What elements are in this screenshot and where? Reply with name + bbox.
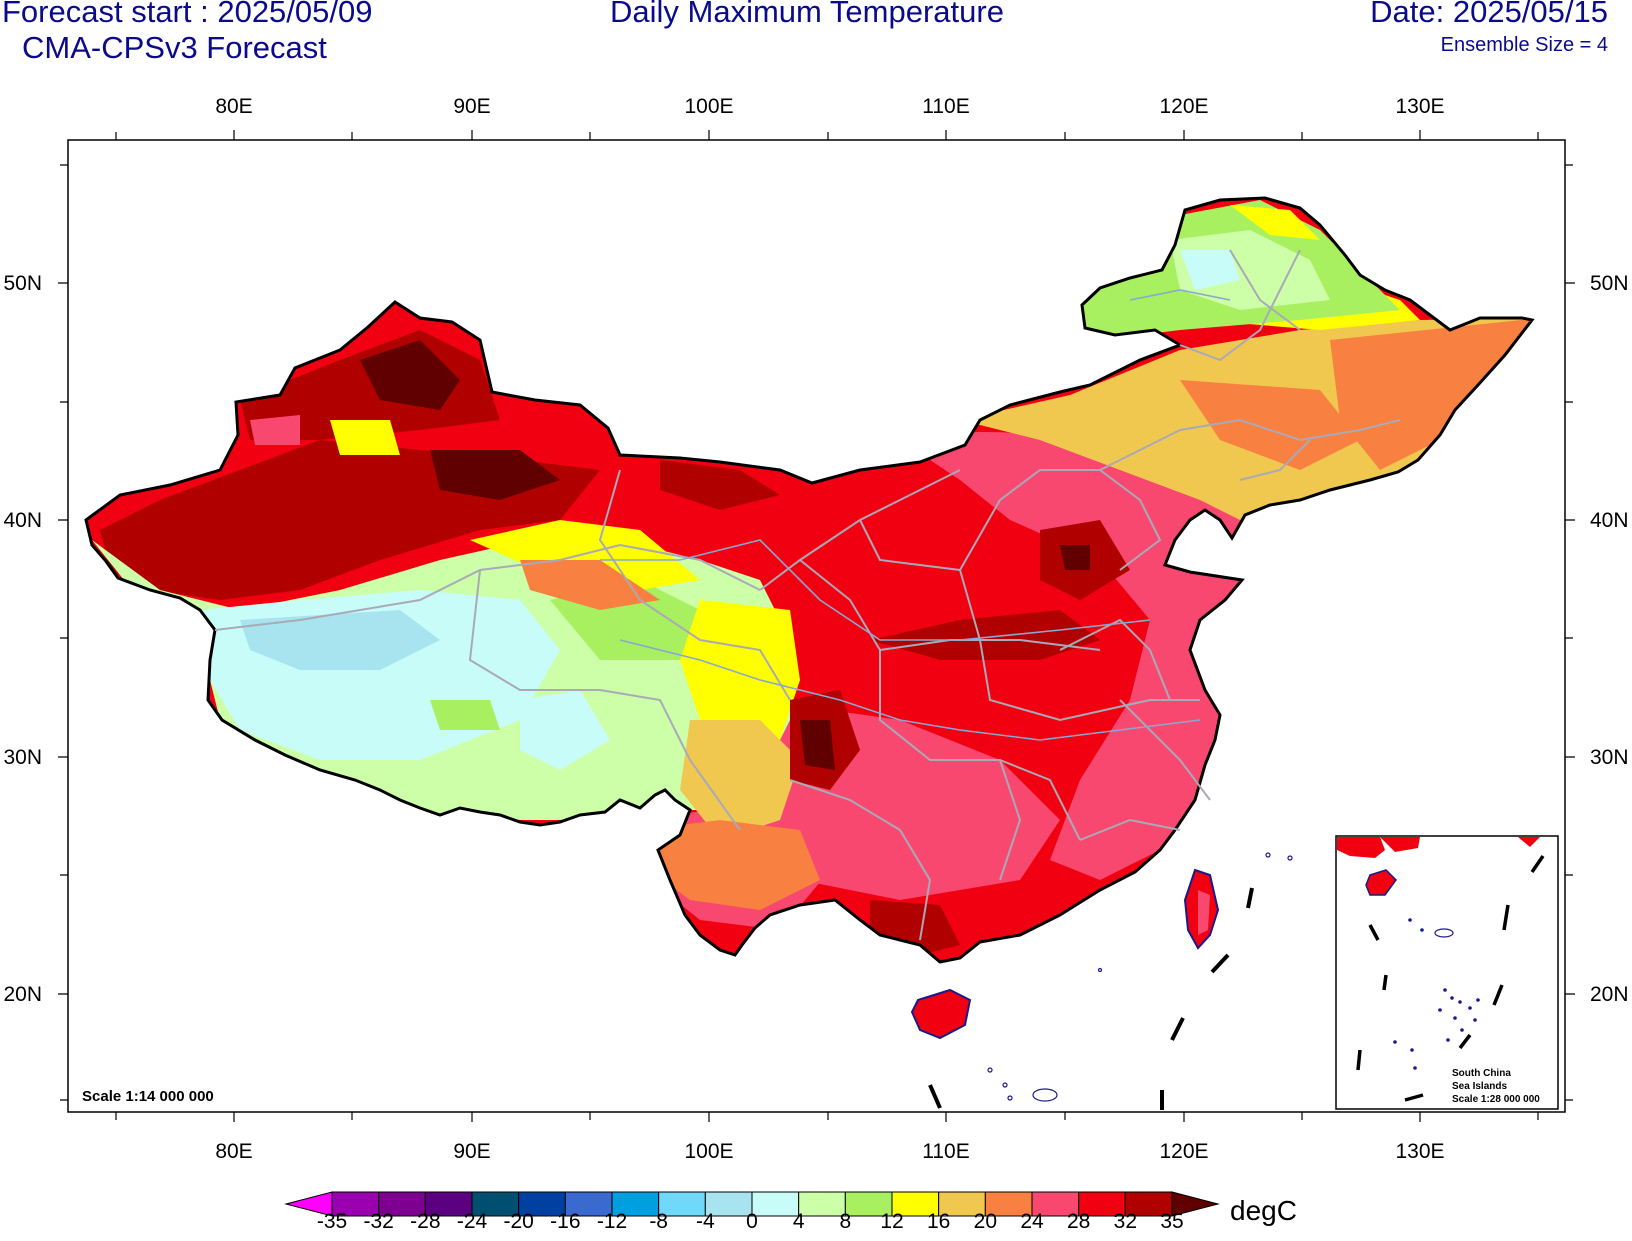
colorbar-tick-label: -4 (695, 1210, 715, 1233)
colorbar-tick-label: 35 (1160, 1210, 1184, 1233)
colorbar-tick-label: 0 (746, 1210, 758, 1233)
lon-label-top: 90E (453, 95, 490, 118)
province-boundaries (214, 249, 1401, 941)
south-china-sea-inset: South China Sea Islands Scale 1:28 000 0… (1335, 835, 1559, 1110)
colorbar-tick-label: 16 (926, 1210, 951, 1233)
colorbar-tick-label: -16 (550, 1210, 581, 1233)
lat-label-right: 50N (1590, 272, 1629, 295)
lon-label-bottom: 120E (1159, 1140, 1208, 1163)
lat-label-right: 40N (1590, 509, 1629, 532)
country-border (84, 196, 1535, 964)
colorbar-segment (704, 1191, 753, 1217)
colorbar-tick-label: -35 (316, 1210, 348, 1233)
colorbar-tick-label: -8 (649, 1210, 668, 1233)
colorbar-segment (1078, 1191, 1126, 1217)
lat-label-left: 20N (3, 983, 42, 1006)
inset-scale: Scale 1:28 000 000 (1452, 1094, 1540, 1105)
colorbar-tick-label: 32 (1113, 1210, 1138, 1233)
frame-ticks (58, 130, 1575, 1122)
colorbar-units: degC (1230, 1195, 1297, 1226)
lon-label-top: 110E (922, 95, 970, 118)
lon-label-top: 100E (684, 95, 733, 118)
colorbar (284, 1191, 1220, 1217)
colorbar-tick-label: 24 (1020, 1210, 1044, 1233)
forecast-start-label: Forecast start : 2025/05/09 (2, 0, 373, 29)
lat-label-left: 30N (3, 746, 42, 769)
lat-label-right: 30N (1590, 746, 1629, 769)
colorbar-arrow-high (1171, 1191, 1220, 1217)
lon-label-bottom: 110E (922, 1140, 970, 1163)
colorbar-tick-label: -24 (456, 1210, 488, 1233)
colorbar-segment (424, 1191, 473, 1217)
colorbar-tick-label: -12 (596, 1210, 628, 1233)
lon-label-bottom: 80E (215, 1140, 252, 1163)
colorbar-tick-label: 12 (880, 1210, 904, 1233)
lon-label-bottom: 100E (684, 1140, 733, 1163)
lon-label-top: 80E (215, 95, 252, 118)
lat-label-left: 50N (3, 272, 42, 295)
colorbar-segment (1124, 1191, 1173, 1217)
inset-title-line2: Sea Islands (1452, 1081, 1507, 1092)
lon-label-bottom: 90E (453, 1140, 490, 1163)
forecast-date-label: Date: 2025/05/15 (1370, 0, 1608, 29)
model-name-label: CMA-CPSv3 Forecast (22, 30, 327, 65)
axis-labels: 80E 90E 100E 110E 120E 130E 80E 90E 100E… (3, 95, 1628, 1163)
colorbar-segment (891, 1191, 940, 1217)
colorbar-tick-label: 8 (839, 1210, 852, 1233)
colorbar-tick-label: -32 (363, 1210, 394, 1233)
ensemble-size-label: Ensemble Size = 4 (1440, 34, 1608, 56)
colorbar-segment (471, 1191, 520, 1217)
small-islands (987, 852, 1293, 1102)
colorbar-tick-label: -20 (503, 1210, 534, 1233)
colorbar-segment (751, 1191, 800, 1217)
rivers (600, 289, 1231, 741)
colorbar-tick-label: 20 (973, 1210, 998, 1233)
scale-note: Scale 1:14 000 000 (82, 1088, 214, 1105)
lat-label-left: 40N (3, 509, 42, 532)
lon-label-top: 130E (1395, 95, 1444, 118)
hainan-island (910, 988, 972, 1040)
colorbar-segment (518, 1191, 566, 1217)
colorbar-tick-label: -28 (410, 1210, 441, 1233)
nine-dash-line (928, 887, 1254, 1110)
lat-label-right: 20N (1590, 983, 1629, 1006)
chart-title: Daily Maximum Temperature (610, 0, 1004, 29)
colorbar-segment (984, 1191, 1033, 1217)
lon-label-top: 120E (1159, 95, 1208, 118)
colorbar-segment (798, 1191, 846, 1217)
colorbar-segment (611, 1191, 660, 1217)
lon-label-bottom: 130E (1395, 1140, 1444, 1163)
colorbar-tick-label: 28 (1066, 1210, 1091, 1233)
inset-title-line1: South China (1452, 1068, 1511, 1079)
colorbar-tick-label: 4 (792, 1210, 805, 1233)
